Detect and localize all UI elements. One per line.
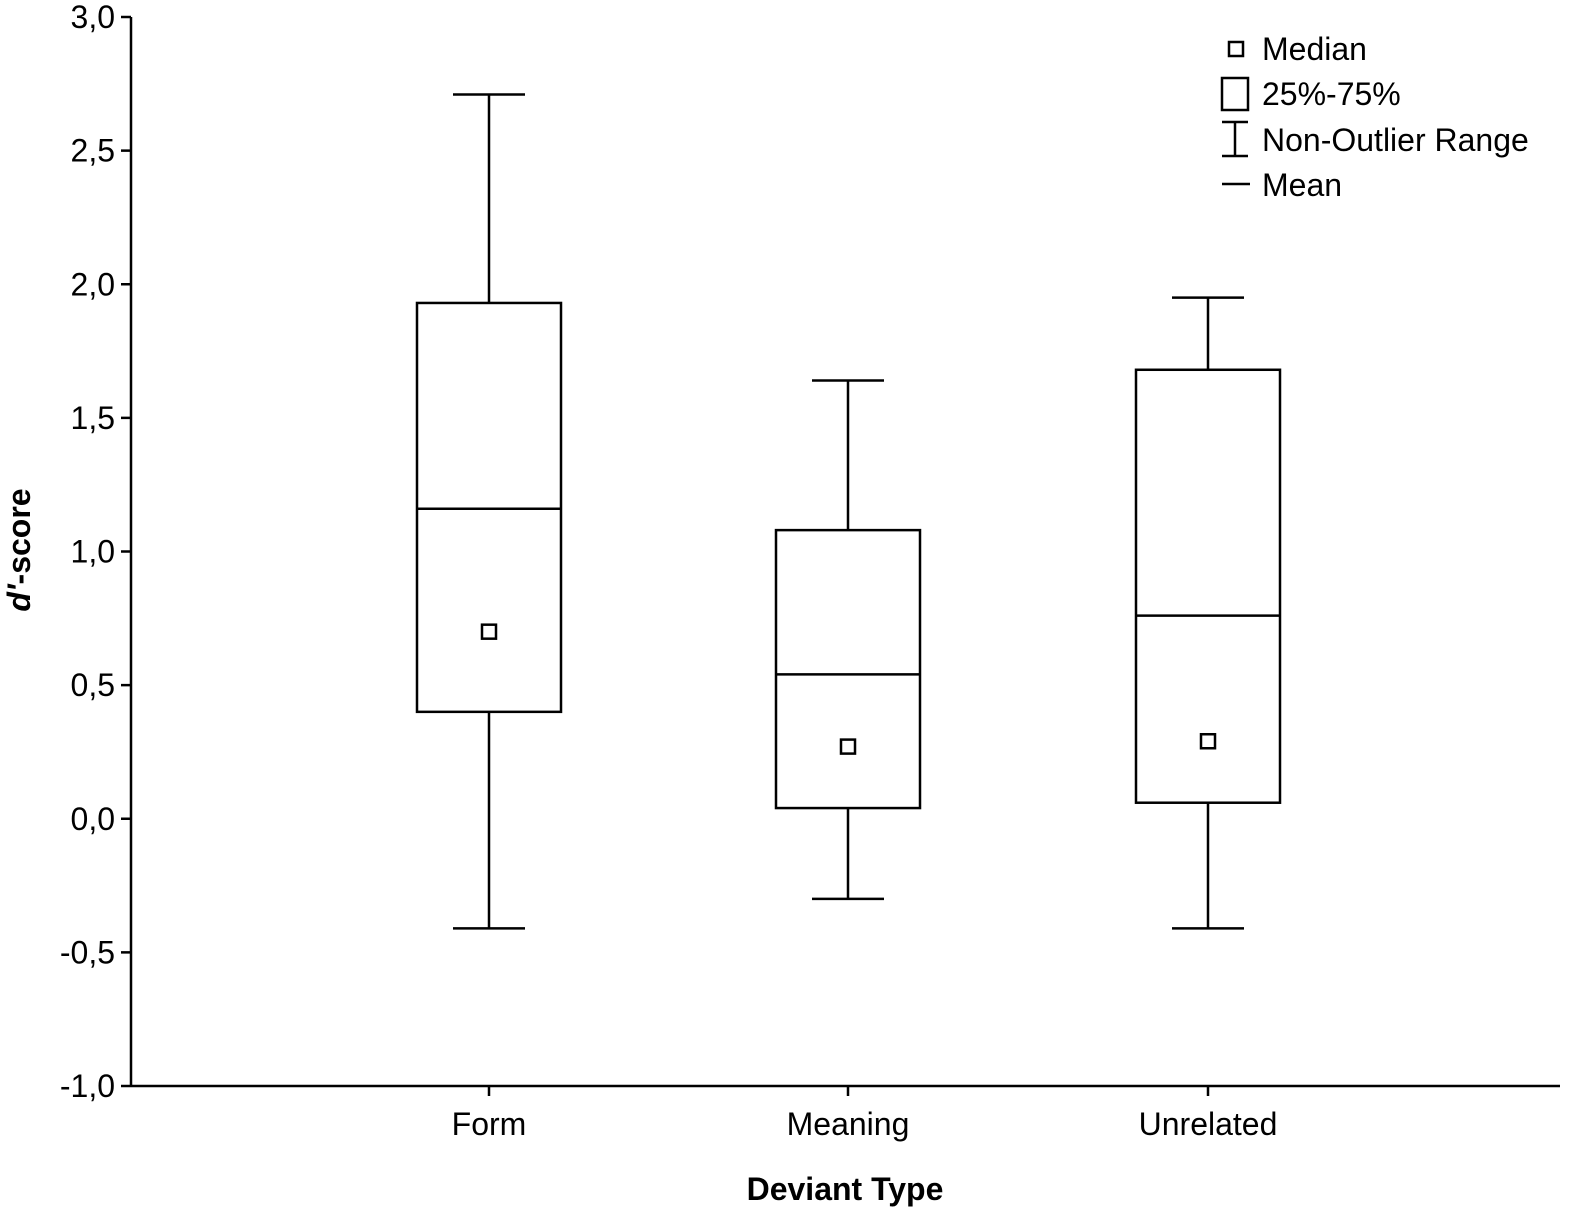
median-marker bbox=[1199, 732, 1217, 750]
median-marker bbox=[480, 623, 498, 640]
x-tick-label: Unrelated bbox=[1139, 1106, 1278, 1142]
legend: Median 25%-75% Non-Outlier Range Mean bbox=[1220, 31, 1529, 203]
box-group-form bbox=[415, 93, 563, 930]
y-tick-label: 1,0 bbox=[71, 534, 115, 570]
y-tick-label: -1,0 bbox=[60, 1068, 115, 1104]
boxes bbox=[415, 93, 1282, 930]
y-tick-label: 0,5 bbox=[71, 667, 115, 703]
y-axis-title-italic: d' bbox=[1, 583, 37, 612]
y-tick-label: 2,0 bbox=[71, 266, 115, 302]
legend-box-label: 25%-75% bbox=[1262, 76, 1401, 112]
legend-whisker-label: Non-Outlier Range bbox=[1262, 122, 1529, 158]
y-tick-label: 1,5 bbox=[71, 400, 115, 436]
legend-median-marker bbox=[1227, 40, 1245, 58]
y-tick-label: 3,0 bbox=[71, 0, 115, 35]
x-ticks: Form Meaning Unrelated bbox=[452, 1086, 1278, 1142]
y-axis-title: d'-score bbox=[1, 488, 37, 611]
iqr-box bbox=[774, 528, 922, 810]
legend-whisker-marker bbox=[1222, 120, 1248, 158]
box-group-unrelated bbox=[1134, 296, 1282, 930]
y-ticks: -1,0 -0,5 0,0 0,5 1,0 1,5 2,0 2,5 3,0 bbox=[60, 0, 131, 1104]
y-tick-label: 2,5 bbox=[71, 133, 115, 169]
x-axis-title: Deviant Type bbox=[747, 1171, 944, 1207]
legend-median-label: Median bbox=[1262, 31, 1367, 67]
box-group-meaning bbox=[774, 379, 922, 901]
y-tick-label: 0,0 bbox=[71, 801, 115, 837]
legend-mean-label: Mean bbox=[1262, 167, 1342, 203]
x-tick-label: Meaning bbox=[787, 1106, 910, 1142]
iqr-box bbox=[1134, 368, 1282, 804]
iqr-box bbox=[415, 301, 563, 714]
x-tick-label: Form bbox=[452, 1106, 527, 1142]
y-tick-label: -0,5 bbox=[60, 934, 115, 970]
legend-box-marker bbox=[1220, 76, 1250, 112]
y-axis-title-rest: -score bbox=[1, 488, 37, 584]
median-marker bbox=[839, 738, 857, 755]
